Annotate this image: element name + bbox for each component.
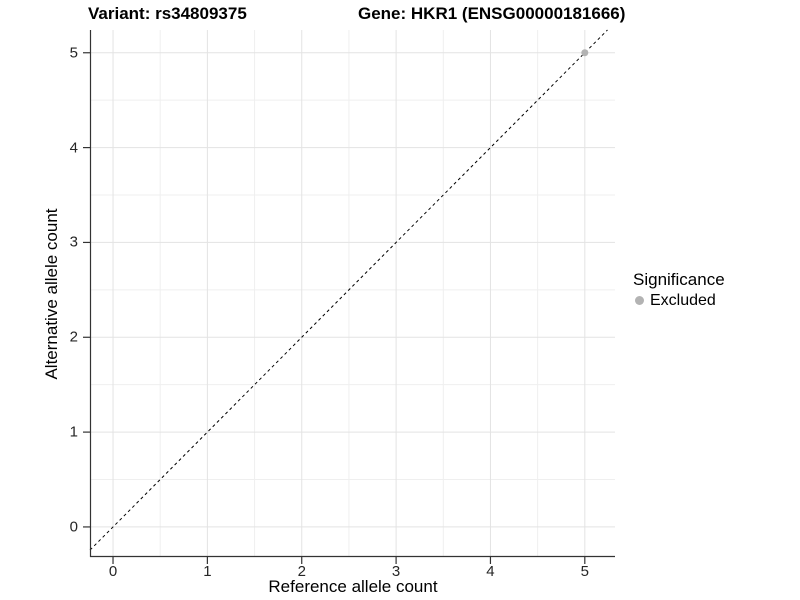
- y-tick-label: 1: [69, 423, 78, 441]
- legend-item-label: Excluded: [650, 291, 716, 309]
- legend-title: Significance: [633, 270, 725, 289]
- legend: Significance Excluded: [629, 270, 797, 310]
- y-tick-label: 5: [69, 44, 78, 62]
- y-tick-label: 3: [69, 233, 78, 251]
- x-tick-label: 5: [580, 563, 589, 580]
- x-tick-label: 1: [203, 563, 212, 580]
- identity-reference-line: [89, 29, 608, 551]
- y-tick-label: 0: [69, 518, 78, 536]
- plot-canvas: [83, 29, 615, 564]
- variant-title: Variant: rs34809375: [88, 4, 247, 23]
- y-axis-title: Alternative allele count: [42, 208, 61, 380]
- legend-point-icon: [635, 296, 644, 305]
- x-tick-label: 2: [297, 563, 306, 580]
- x-axis-title: Reference allele count: [0, 577, 800, 597]
- x-axis-title-text: Reference allele count: [268, 577, 438, 596]
- x-tick-label: 0: [108, 563, 118, 580]
- x-tick-label: 4: [486, 563, 495, 580]
- gene-title: Gene: HKR1 (ENSG00000181666): [358, 4, 626, 23]
- y-tick-label: 4: [69, 139, 78, 157]
- plot-panel: [83, 29, 615, 564]
- y-tick-label: 2: [69, 328, 78, 346]
- data-point: [581, 49, 589, 57]
- x-tick-label: 3: [391, 563, 401, 580]
- legend-items: Excluded: [629, 291, 797, 310]
- legend-item: Excluded: [635, 291, 797, 310]
